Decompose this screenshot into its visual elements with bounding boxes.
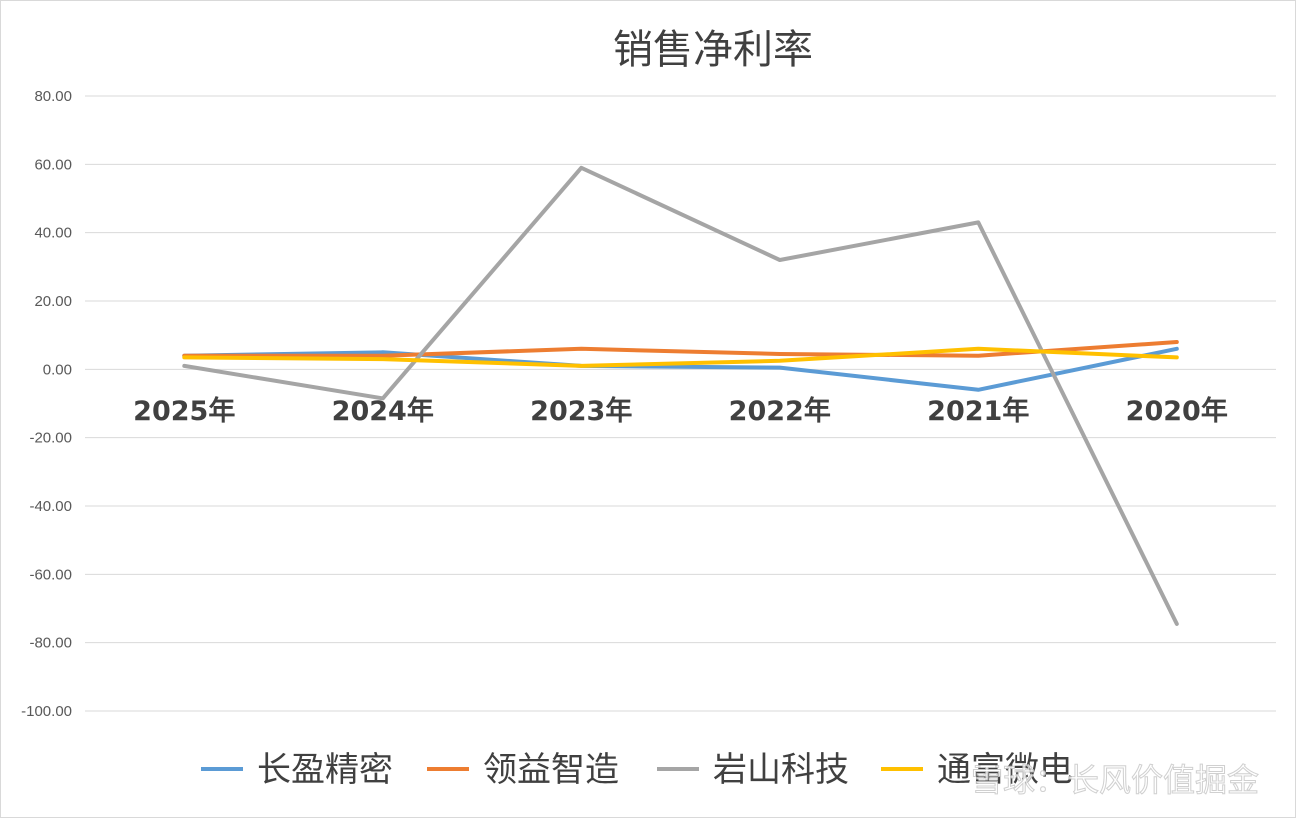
watermark: 雪球：长风价值掘金 <box>970 761 1259 800</box>
legend-item: 通富微电 <box>881 750 1073 790</box>
legend-item: 岩山科技 <box>657 750 849 790</box>
gridlines <box>85 95 1276 712</box>
legend: 长盈精密 领益智造 岩山科技 通富微电 <box>201 750 1073 790</box>
y-tick-label: -100.00 <box>21 703 72 720</box>
chart-title: 销售净利率 <box>613 27 813 73</box>
y-tick-label: -20.00 <box>29 430 72 447</box>
legend-item: 领益智造 <box>427 750 619 790</box>
x-axis-ticks: 2025年 2024年 2023年 2022年 2021年 2020年 <box>133 395 1228 427</box>
x-tick-label: 2022年 <box>729 395 831 427</box>
y-tick-label: 40.00 <box>34 225 72 242</box>
series-lines <box>182 165 1179 626</box>
y-tick-label: 20.00 <box>34 293 72 310</box>
y-tick-label: -40.00 <box>29 498 72 515</box>
y-tick-label: -60.00 <box>29 566 72 583</box>
series-line-2 <box>182 165 1179 626</box>
x-tick-label: 2023年 <box>530 395 632 427</box>
series-line-0 <box>182 346 1179 392</box>
y-tick-label: 80.00 <box>34 88 72 105</box>
series-line-3 <box>182 346 1179 368</box>
y-axis-ticks: 80.00 60.00 40.00 20.00 0.00 -20.00 -40.00 -60.… <box>21 88 72 720</box>
series-line-1 <box>182 340 1179 358</box>
y-tick-label: 60.00 <box>34 156 72 173</box>
legend-label: 长盈精密 <box>257 750 393 790</box>
legend-label: 通富微电 <box>937 750 1073 790</box>
legend-item: 长盈精密 <box>201 750 393 790</box>
x-tick-label: 2020年 <box>1126 395 1228 427</box>
y-tick-label: 0.00 <box>43 361 72 378</box>
y-tick-label: -80.00 <box>29 635 72 652</box>
legend-label: 岩山科技 <box>713 750 849 790</box>
x-tick-label: 2025年 <box>133 395 235 427</box>
x-tick-label: 2021年 <box>927 395 1029 427</box>
legend-label: 领益智造 <box>483 750 619 790</box>
watermark-text: 雪球：长风价值掘金 <box>971 761 1259 799</box>
